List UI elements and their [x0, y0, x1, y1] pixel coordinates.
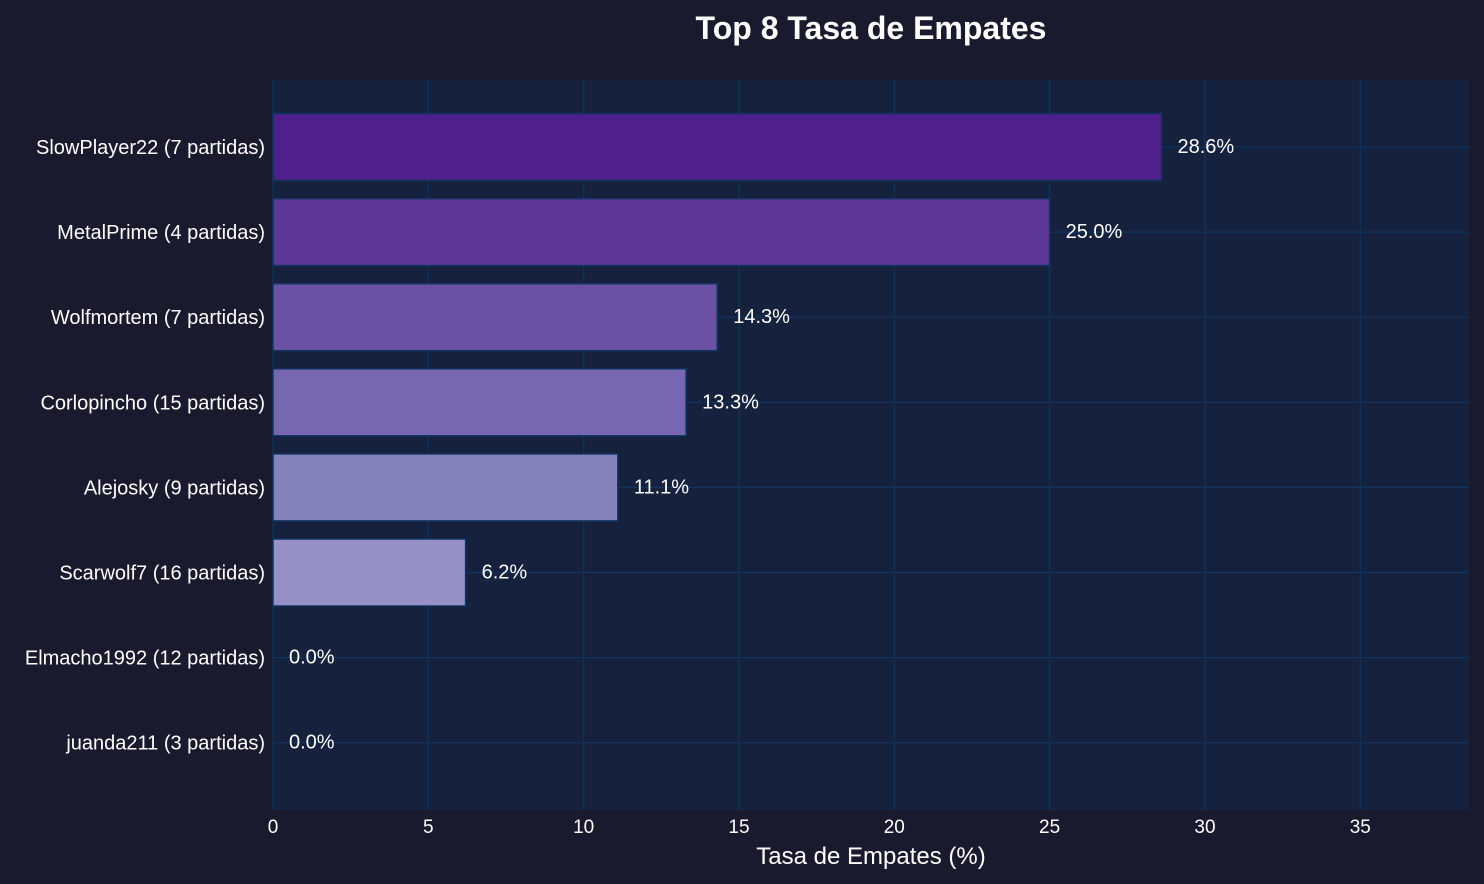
value-label: 6.2%: [482, 562, 528, 584]
category-label: MetalPrime (4 partidas): [57, 222, 265, 244]
value-label: 11.1%: [634, 476, 689, 498]
value-label: 28.6%: [1177, 136, 1234, 158]
value-label: 13.3%: [702, 391, 759, 413]
category-label: Elmacho1992 (12 partidas): [25, 648, 265, 670]
x-tick-label: 20: [884, 817, 905, 838]
bar: [272, 112, 1163, 182]
bars: [272, 112, 1163, 607]
value-label: 0.0%: [289, 647, 335, 669]
category-label: Corlopincho (15 partidas): [40, 392, 265, 414]
category-label: Alejosky (9 partidas): [84, 477, 265, 499]
value-label: 0.0%: [289, 732, 335, 754]
x-tick-label: 30: [1194, 817, 1215, 838]
bar: [272, 368, 687, 437]
value-label: 14.3%: [733, 306, 790, 328]
bar: [272, 197, 1051, 267]
bar: [272, 282, 718, 352]
x-tick-label: 5: [423, 817, 434, 838]
plot-area: [273, 80, 1469, 810]
category-label: Wolfmortem (7 partidas): [51, 307, 265, 329]
labels: 0 5 10 15 20 25 30 35 SlowPlayer22 (7 partidas) 2…: [25, 136, 1371, 838]
x-tick-label: 0: [268, 817, 279, 838]
x-tick-label: 15: [728, 817, 749, 838]
x-tick-label: 10: [573, 817, 594, 838]
x-axis-title: Tasa de Empates (%): [756, 843, 985, 870]
category-label: SlowPlayer22 (7 partidas): [36, 137, 265, 159]
x-tick-label: 35: [1350, 817, 1371, 838]
bar: [272, 453, 619, 522]
bar: [272, 538, 467, 607]
value-label: 25.0%: [1066, 221, 1123, 243]
x-tick-label: 25: [1039, 817, 1060, 838]
chart-title: Top 8 Tasa de Empates: [696, 10, 1047, 46]
category-label: Scarwolf7 (16 partidas): [59, 563, 265, 585]
category-label: juanda211 (3 partidas): [65, 733, 265, 755]
